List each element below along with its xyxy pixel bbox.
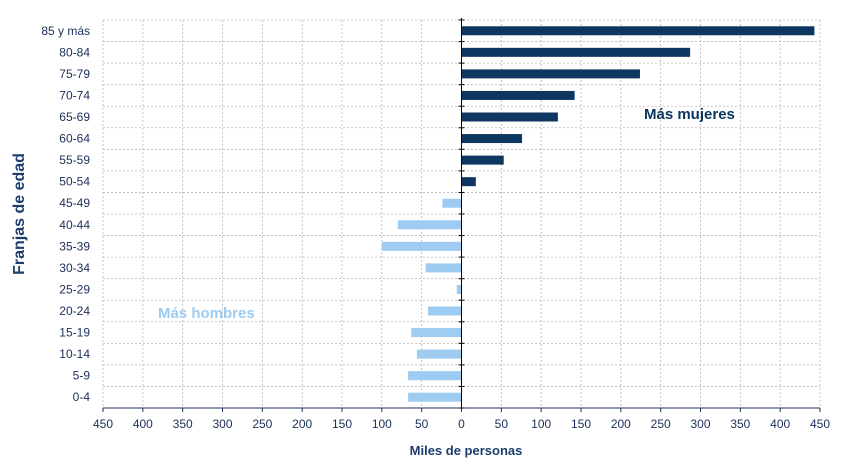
x-tick-label: 100 <box>372 417 392 431</box>
category-label: 70-74 <box>59 88 90 102</box>
x-tick-label: 0 <box>458 417 465 431</box>
x-tick-label: 200 <box>611 417 631 431</box>
bar <box>416 349 462 359</box>
category-label: 15-19 <box>59 326 90 340</box>
category-label: 35-39 <box>59 239 90 253</box>
category-label: 85 y más <box>41 24 90 38</box>
bar <box>461 69 640 79</box>
category-label: 30-34 <box>59 261 90 275</box>
category-label: 50-54 <box>59 175 90 189</box>
bar <box>381 241 462 251</box>
bar <box>461 90 575 100</box>
category-label: 80-84 <box>59 45 90 59</box>
x-tick-label: 300 <box>690 417 710 431</box>
category-label: 60-64 <box>59 132 90 146</box>
bar <box>461 47 691 57</box>
category-label: 20-24 <box>59 304 90 318</box>
bar <box>456 284 462 294</box>
x-tick-label: 150 <box>332 417 352 431</box>
bar <box>461 155 504 165</box>
x-tick-label: 350 <box>730 417 750 431</box>
category-label: 65-69 <box>59 110 90 124</box>
bar <box>408 392 462 402</box>
x-tick-label: 400 <box>133 417 153 431</box>
axes <box>102 18 821 412</box>
x-tick-label: 100 <box>531 417 551 431</box>
annotation-mas-mujeres: Más mujeres <box>644 106 735 123</box>
bar <box>442 198 462 208</box>
x-tick-label: 350 <box>173 417 193 431</box>
category-label: 40-44 <box>59 218 90 232</box>
x-tick-label: 150 <box>571 417 591 431</box>
x-tick-label: 400 <box>770 417 790 431</box>
x-tick-label: 300 <box>212 417 232 431</box>
x-tick-label: 50 <box>415 417 429 431</box>
bar <box>461 112 558 122</box>
bar <box>461 134 523 144</box>
bars <box>381 26 815 402</box>
category-label: 10-14 <box>59 347 90 361</box>
y-axis-title: Franjas de edad <box>11 153 28 275</box>
bar <box>428 306 462 316</box>
x-tick-label: 200 <box>292 417 312 431</box>
x-tick-label: 50 <box>495 417 509 431</box>
bar <box>425 263 462 273</box>
x-tick-label: 250 <box>252 417 272 431</box>
bar <box>461 26 815 36</box>
category-label: 25-29 <box>59 282 90 296</box>
category-label: 0-4 <box>73 390 91 404</box>
category-label: 5-9 <box>73 369 91 383</box>
bar <box>397 220 462 230</box>
bar <box>411 328 462 338</box>
labels: 85 y más 80-84 75-79 70-74 65-69 60-64 55-59 50… <box>11 24 830 458</box>
x-tick-label: 250 <box>651 417 671 431</box>
category-label: 75-79 <box>59 67 90 81</box>
x-axis-title: Miles de personas <box>410 443 523 458</box>
x-tick-label: 450 <box>810 417 830 431</box>
bar <box>461 177 476 187</box>
x-tick-label: 450 <box>93 417 113 431</box>
category-label: 45-49 <box>59 196 90 210</box>
bar <box>408 371 462 381</box>
annotation-mas-hombres: Más hombres <box>158 305 255 322</box>
category-label: 55-59 <box>59 153 90 167</box>
